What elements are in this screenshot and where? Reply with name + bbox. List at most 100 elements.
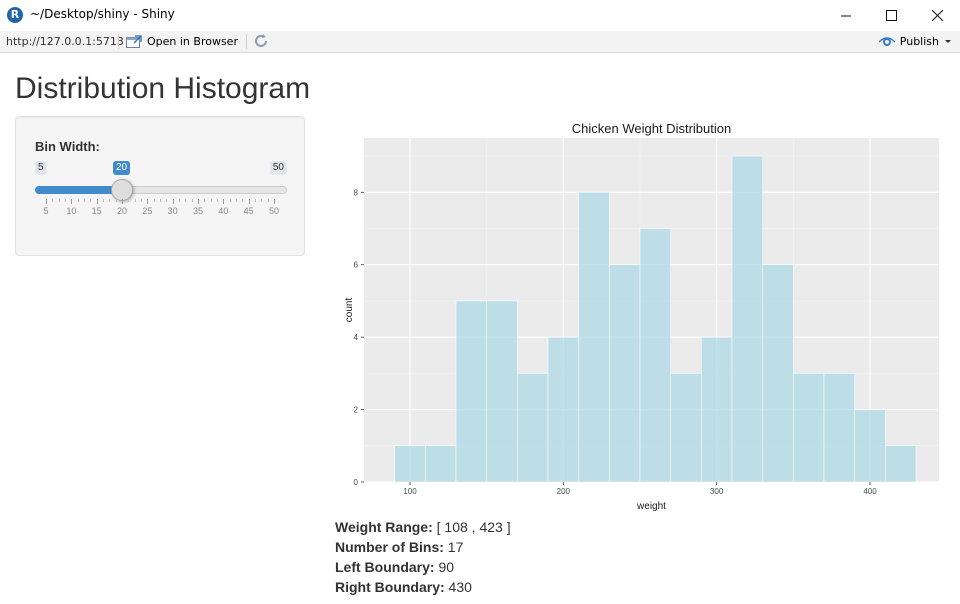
slider-minor-tick <box>210 199 212 202</box>
histogram-plot: Chicken Weight Distribution 100 200 300 400 0… <box>344 121 939 512</box>
url-text: http://127.0.0.1:5713 <box>6 35 124 48</box>
chart-title: Chicken Weight Distribution <box>572 121 731 136</box>
histogram-bar <box>762 264 794 483</box>
x-axis-title: weight <box>636 501 666 512</box>
slider-minor-tick <box>84 199 85 202</box>
slider-minor-tick <box>103 199 104 202</box>
y-tick-label: 8 <box>354 188 359 197</box>
histogram-bar <box>670 373 702 483</box>
toolbar-divider <box>246 34 247 49</box>
slider-minor-tick <box>141 199 142 202</box>
histogram-bar <box>823 373 855 483</box>
slider-value-label: 20 <box>113 161 131 175</box>
close-button[interactable] <box>914 0 960 31</box>
summary-output: Weight Range: [ 108 , 423 ] Number of Bi… <box>335 517 511 597</box>
y-axis-title: count <box>344 298 355 323</box>
number-of-bins-value: 17 <box>447 539 464 555</box>
slider-tick <box>248 199 250 204</box>
x-tick-label: 300 <box>710 487 724 496</box>
slider-minor-tick <box>236 199 237 202</box>
slider-tick-label: 25 <box>142 206 153 216</box>
slider-tick <box>172 199 174 204</box>
slider-minor-tick <box>255 199 256 202</box>
refresh-icon <box>255 34 267 47</box>
weight-range-value: [ 108 , 423 ] <box>436 519 511 535</box>
histogram-bar <box>854 409 886 483</box>
refresh-button[interactable] <box>253 33 269 49</box>
x-tick-label: 400 <box>863 487 877 496</box>
y-tick-label: 4 <box>354 333 359 342</box>
histogram-bar <box>455 300 487 483</box>
histogram-bar <box>639 228 671 483</box>
r-app-icon: R <box>7 7 23 23</box>
slider-tick-label: 40 <box>218 206 229 216</box>
y-tick-label: 6 <box>354 261 359 270</box>
close-icon <box>931 10 943 21</box>
slider-minor-tick <box>185 199 187 202</box>
histogram-bar <box>425 445 457 483</box>
viewer-toolbar: http://127.0.0.1:5713 Open in Browser Pu… <box>0 31 960 53</box>
window-title: ~/Desktop/shiny - Shiny <box>30 7 175 21</box>
slider-tick <box>223 199 225 204</box>
histogram-bar <box>793 373 825 483</box>
slider-tick <box>122 199 123 204</box>
histogram-bar <box>547 336 579 483</box>
bin-width-label: Bin Width: <box>35 139 100 154</box>
slider-handle[interactable] <box>111 179 133 201</box>
histogram-bar <box>609 264 641 483</box>
slider-tick <box>46 199 47 204</box>
right-boundary-row: Right Boundary: 430 <box>335 577 511 597</box>
weight-range-row: Weight Range: [ 108 , 423 ] <box>335 517 511 537</box>
sidebar-panel: Bin Width: 5 50 20 5 10 15 20 25 30 35 40 45 50 <box>15 116 305 256</box>
bin-width-slider[interactable]: 5 50 20 5 10 15 20 25 30 35 40 45 50 <box>35 161 287 221</box>
slider-tick-label: 5 <box>43 206 49 216</box>
y-tick-label: 2 <box>354 406 359 415</box>
maximize-icon <box>885 10 897 21</box>
histogram-bar <box>731 155 763 483</box>
slider-minor-tick <box>52 199 54 202</box>
slider-tick-label: 50 <box>268 206 280 216</box>
right-boundary-label: Right Boundary: <box>335 579 445 595</box>
histogram-bar <box>578 192 610 483</box>
window-titlebar: R ~/Desktop/shiny - Shiny <box>0 0 960 31</box>
slider-tick-label: 10 <box>66 206 77 216</box>
slider-tick-label: 20 <box>116 206 128 216</box>
publish-button[interactable]: Publish <box>878 33 952 50</box>
slider-minor-tick <box>58 199 60 202</box>
slider-bar <box>35 186 122 194</box>
weight-range-label: Weight Range: <box>335 519 433 535</box>
left-boundary-row: Left Boundary: 90 <box>335 557 511 577</box>
slider-tick-label: 35 <box>192 206 204 216</box>
slider-minor-tick <box>242 199 244 202</box>
slider-minor-tick <box>191 199 193 202</box>
slider-minor-tick <box>153 199 155 202</box>
histogram-bar <box>885 445 917 483</box>
right-boundary-value: 430 <box>448 579 472 595</box>
slider-max-label: 50 <box>269 161 287 175</box>
toolbar-divider <box>118 34 119 49</box>
minimize-icon <box>840 15 851 17</box>
slider-minor-tick <box>115 199 117 202</box>
histogram-bar <box>517 373 549 483</box>
x-tick-label: 100 <box>403 487 417 496</box>
slider-tick <box>198 199 199 204</box>
slider-minor-tick <box>160 199 161 202</box>
slider-minor-tick <box>77 199 79 202</box>
maximize-button[interactable] <box>868 0 914 31</box>
open-in-browser-button[interactable]: Open in Browser <box>126 33 238 50</box>
slider-minor-tick <box>217 199 218 202</box>
slider-minor-tick <box>65 199 66 202</box>
publish-icon <box>878 36 895 46</box>
left-boundary-value: 90 <box>438 559 455 575</box>
slider-minor-tick <box>90 199 92 202</box>
slider-tick <box>96 199 98 204</box>
histogram-bar <box>486 300 518 483</box>
left-boundary-label: Left Boundary: <box>335 559 435 575</box>
slider-tick <box>147 199 149 204</box>
histogram-bar <box>394 445 426 483</box>
chevron-down-icon <box>945 39 951 43</box>
slider-tick <box>274 199 275 204</box>
slider-minor-tick <box>166 199 168 202</box>
slider-minor-tick <box>109 199 111 202</box>
minimize-button[interactable] <box>823 0 869 31</box>
